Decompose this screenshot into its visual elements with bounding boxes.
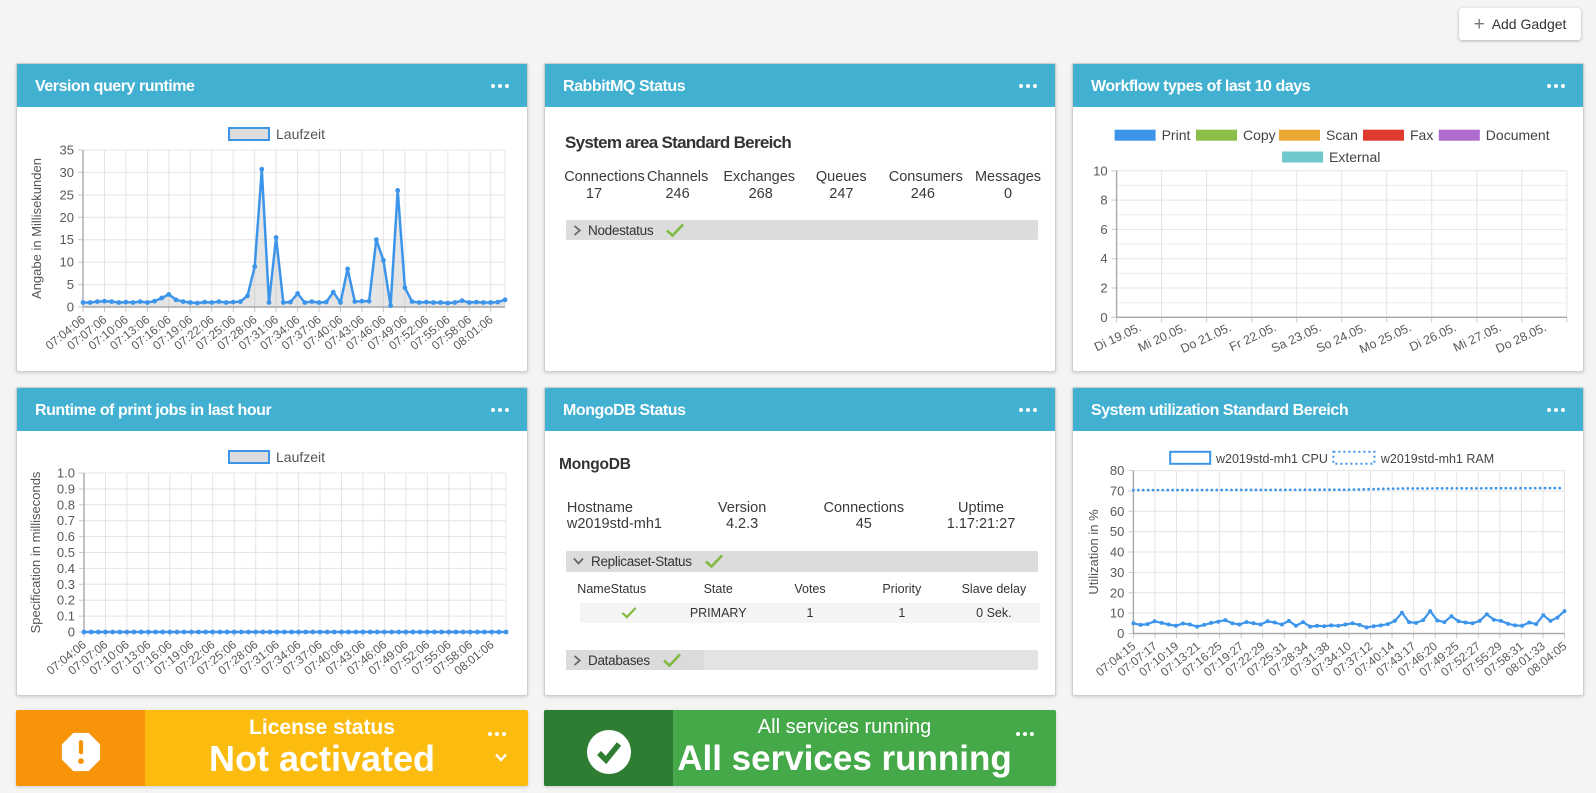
svg-text:0.4: 0.4 — [57, 561, 75, 576]
svg-text:External: External — [1329, 149, 1380, 165]
svg-text:10: 10 — [60, 255, 74, 270]
svg-text:50: 50 — [1110, 524, 1124, 539]
svg-text:w2019std-mh1 RAM: w2019std-mh1 RAM — [1380, 452, 1494, 466]
svg-text:2: 2 — [1100, 281, 1107, 296]
svg-text:Fr 22.05.: Fr 22.05. — [1227, 320, 1278, 354]
svg-text:Di 19.05.: Di 19.05. — [1092, 320, 1143, 354]
svg-text:0: 0 — [68, 625, 75, 640]
svg-text:6: 6 — [1100, 222, 1107, 237]
svg-text:Di 26.05.: Di 26.05. — [1407, 320, 1458, 354]
svg-text:Laufzeit: Laufzeit — [276, 126, 325, 142]
svg-text:20: 20 — [60, 210, 74, 225]
svg-text:Print: Print — [1162, 127, 1191, 143]
svg-text:Fax: Fax — [1410, 127, 1433, 143]
svg-text:0.1: 0.1 — [57, 609, 75, 624]
svg-text:60: 60 — [1110, 504, 1124, 519]
svg-text:40: 40 — [1110, 545, 1124, 560]
svg-text:0.9: 0.9 — [57, 481, 75, 496]
svg-text:Document: Document — [1486, 127, 1550, 143]
svg-text:Scan: Scan — [1326, 127, 1358, 143]
svg-text:0: 0 — [1117, 626, 1124, 641]
svg-text:20: 20 — [1110, 585, 1124, 600]
svg-text:0.8: 0.8 — [57, 497, 75, 512]
svg-text:Do 21.05.: Do 21.05. — [1178, 320, 1233, 356]
svg-text:70: 70 — [1110, 484, 1124, 499]
svg-text:Do 28.05.: Do 28.05. — [1494, 320, 1549, 356]
svg-text:Copy: Copy — [1243, 127, 1276, 143]
svg-text:1.0: 1.0 — [57, 466, 75, 481]
svg-text:0.6: 0.6 — [57, 529, 75, 544]
svg-text:0: 0 — [67, 300, 74, 315]
svg-text:Specification in milliseconds: Specification in milliseconds — [28, 471, 43, 633]
svg-text:0.5: 0.5 — [57, 545, 75, 560]
svg-text:30: 30 — [60, 165, 74, 180]
svg-text:25: 25 — [60, 187, 74, 202]
svg-text:Mo 25.05.: Mo 25.05. — [1357, 320, 1413, 356]
svg-text:35: 35 — [60, 143, 74, 158]
svg-text:0.2: 0.2 — [57, 593, 75, 608]
svg-text:w2019std-mh1 CPU: w2019std-mh1 CPU — [1215, 452, 1328, 466]
svg-text:Laufzeit: Laufzeit — [276, 449, 325, 465]
svg-text:15: 15 — [60, 232, 74, 247]
svg-text:Angabe in Millisekunden: Angabe in Millisekunden — [29, 158, 44, 299]
svg-text:0.7: 0.7 — [57, 513, 75, 528]
svg-text:30: 30 — [1110, 565, 1124, 580]
svg-text:Utilization in %: Utilization in % — [1086, 509, 1101, 595]
svg-text:0.3: 0.3 — [57, 577, 75, 592]
svg-text:8: 8 — [1100, 193, 1107, 208]
svg-text:80: 80 — [1110, 463, 1124, 478]
svg-text:5: 5 — [67, 277, 74, 292]
svg-text:10: 10 — [1093, 163, 1107, 178]
svg-text:10: 10 — [1110, 606, 1124, 621]
svg-text:4: 4 — [1100, 251, 1107, 266]
svg-text:Sa 23.05.: Sa 23.05. — [1269, 320, 1323, 355]
svg-text:0: 0 — [1100, 310, 1107, 325]
